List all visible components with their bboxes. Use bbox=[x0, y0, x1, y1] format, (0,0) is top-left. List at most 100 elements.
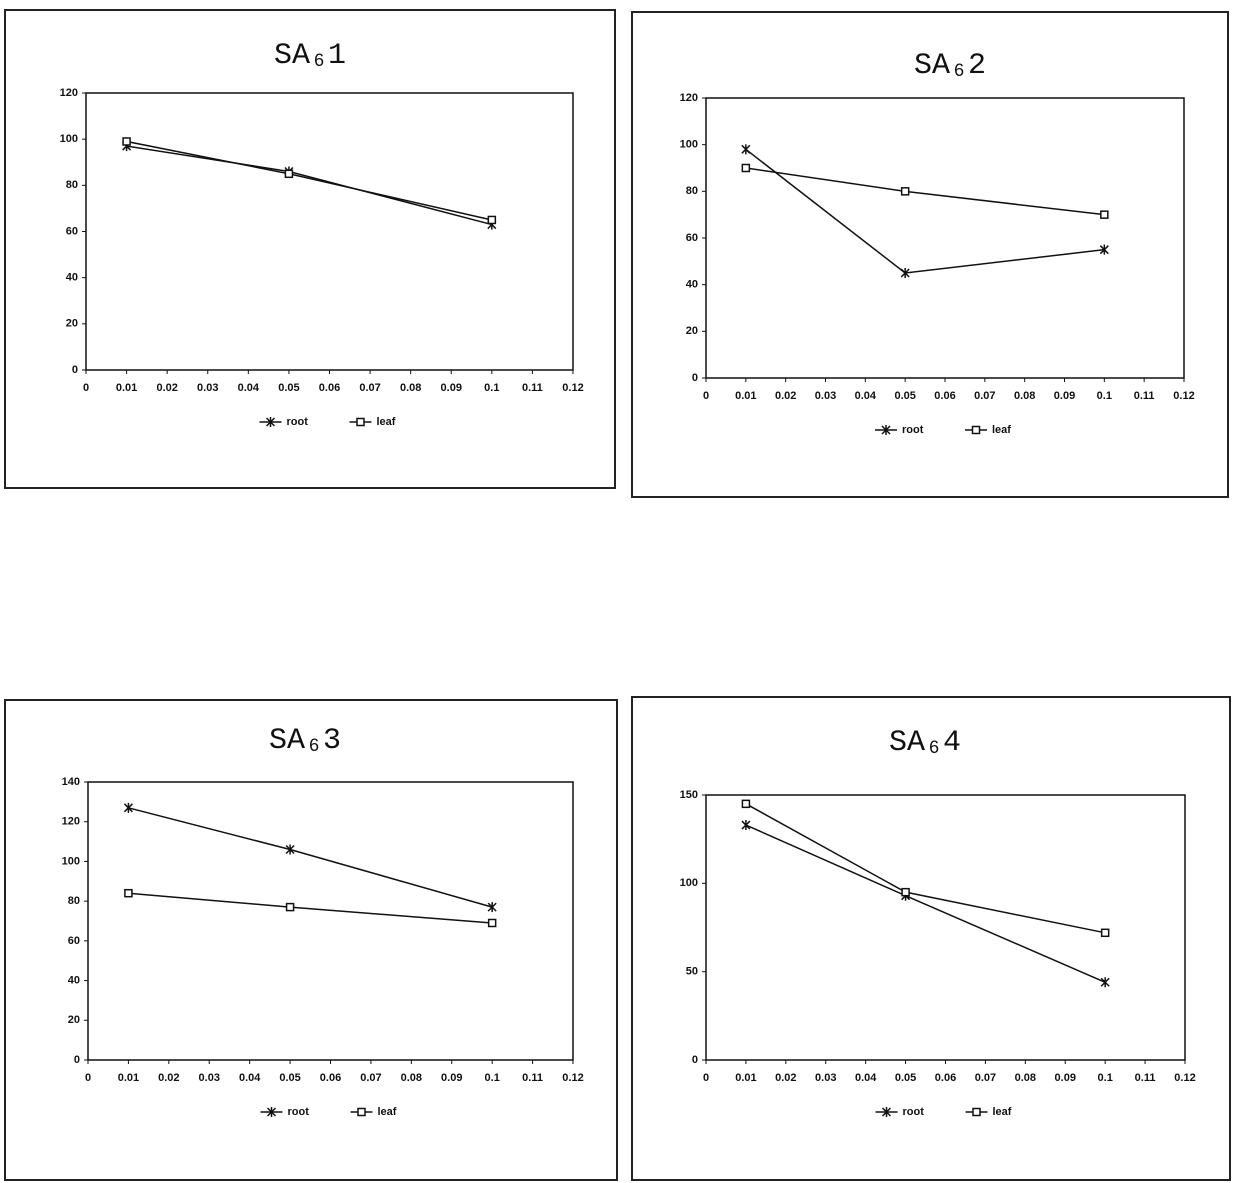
x-tick-label: 0 bbox=[703, 1072, 709, 1084]
marker-asterisk bbox=[742, 820, 750, 830]
x-tick-label: 0.08 bbox=[1014, 390, 1035, 402]
panel-frame bbox=[5, 10, 615, 488]
x-tick-label: 0.02 bbox=[158, 1072, 179, 1084]
x-tick-label: 0.06 bbox=[320, 1072, 341, 1084]
x-tick-label: 0.01 bbox=[118, 1072, 139, 1084]
marker-square bbox=[1102, 929, 1109, 936]
y-tick-label: 150 bbox=[680, 789, 698, 801]
x-tick-label: 0.11 bbox=[522, 1072, 543, 1084]
chart-title: SA₆3 bbox=[269, 724, 341, 758]
chart-title: SA₆2 bbox=[914, 49, 986, 83]
x-tick-label: 0.08 bbox=[1015, 1072, 1036, 1084]
y-tick-label: 40 bbox=[686, 279, 698, 291]
y-tick-label: 80 bbox=[686, 185, 698, 197]
legend-label: root bbox=[903, 1106, 925, 1118]
y-tick-label: 80 bbox=[66, 179, 78, 191]
x-tick-label: 0.04 bbox=[238, 382, 260, 394]
x-tick-label: 0.06 bbox=[935, 1072, 956, 1084]
figure: SA₆1 0 20 40 60 80 100 120 0 0.01 0.02 0.03 0.04 0.05… bbox=[0, 0, 1240, 1183]
x-tick-label: 0.1 bbox=[1097, 390, 1112, 402]
legend-label: root bbox=[287, 416, 309, 428]
series-line bbox=[127, 141, 492, 219]
y-tick-label: 120 bbox=[60, 87, 78, 99]
x-tick-label: 0.03 bbox=[197, 382, 218, 394]
marker-square bbox=[742, 800, 749, 807]
x-tick-label: 0.07 bbox=[359, 382, 380, 394]
marker-square bbox=[902, 889, 909, 896]
x-tick-label: 0.05 bbox=[279, 1072, 300, 1084]
y-tick-label: 100 bbox=[680, 877, 698, 889]
x-tick-label: 0.05 bbox=[278, 382, 299, 394]
legend-label: leaf bbox=[377, 416, 396, 428]
chart-title: SA₆1 bbox=[274, 39, 346, 73]
x-tick-label: 0.05 bbox=[894, 390, 915, 402]
marker-asterisk bbox=[742, 144, 750, 154]
chart-title: SA₆4 bbox=[889, 726, 961, 760]
legend-marker bbox=[357, 419, 364, 426]
x-tick-label: 0.11 bbox=[522, 382, 543, 394]
x-tick-label: 0.06 bbox=[319, 382, 340, 394]
y-tick-label: 140 bbox=[62, 776, 80, 788]
panel-frame bbox=[632, 12, 1228, 497]
x-tick-label: 0.01 bbox=[735, 390, 756, 402]
x-tick-label: 0.08 bbox=[401, 1072, 422, 1084]
panel-frame bbox=[5, 700, 617, 1180]
page: {"chart_data": [ {"type": "line", "title… bbox=[0, 0, 1240, 1183]
legend-label: leaf bbox=[378, 1106, 397, 1118]
x-tick-label: 0 bbox=[85, 1072, 91, 1084]
marker-square bbox=[488, 216, 495, 223]
marker-square bbox=[285, 170, 292, 177]
x-tick-label: 0.11 bbox=[1135, 1072, 1156, 1084]
legend-marker bbox=[358, 1109, 365, 1116]
series-line bbox=[746, 825, 1105, 982]
y-tick-label: 120 bbox=[680, 92, 698, 104]
x-tick-label: 0.09 bbox=[441, 1072, 462, 1084]
x-tick-label: 0.12 bbox=[1173, 390, 1194, 402]
x-tick-label: 0.01 bbox=[735, 1072, 756, 1084]
y-tick-label: 100 bbox=[60, 133, 78, 145]
x-tick-label: 0.02 bbox=[775, 390, 796, 402]
y-tick-label: 60 bbox=[686, 232, 698, 244]
x-tick-label: 0.06 bbox=[934, 390, 955, 402]
chart-panel: SA₆302040608010012014000.010.020.030.040… bbox=[5, 700, 617, 1180]
chart-panel: SA₆102040608010012000.010.020.030.040.05… bbox=[5, 10, 615, 488]
plot-area bbox=[86, 93, 573, 370]
x-tick-label: 0.07 bbox=[974, 390, 995, 402]
x-tick-label: 0.09 bbox=[1054, 390, 1075, 402]
x-tick-label: 0.12 bbox=[562, 382, 583, 394]
x-tick-label: 0.01 bbox=[116, 382, 137, 394]
legend-label: leaf bbox=[992, 424, 1011, 436]
marker-square bbox=[287, 904, 294, 911]
panel-frame bbox=[632, 697, 1230, 1180]
x-tick-label: 0.03 bbox=[199, 1072, 220, 1084]
x-tick-label: 0.1 bbox=[484, 382, 499, 394]
series-line bbox=[128, 808, 492, 907]
marker-square bbox=[489, 919, 496, 926]
marker-asterisk bbox=[1101, 977, 1109, 987]
x-tick-label: 0.02 bbox=[775, 1072, 796, 1084]
legend-label: root bbox=[288, 1106, 310, 1118]
y-tick-label: 20 bbox=[686, 325, 698, 337]
x-tick-label: 0 bbox=[83, 382, 89, 394]
y-tick-label: 20 bbox=[66, 318, 78, 330]
y-tick-label: 80 bbox=[68, 895, 80, 907]
plot-area bbox=[706, 795, 1185, 1060]
x-tick-label: 0.09 bbox=[1055, 1072, 1076, 1084]
x-tick-label: 0 bbox=[703, 390, 709, 402]
marker-asterisk bbox=[488, 902, 496, 912]
x-tick-label: 0.11 bbox=[1134, 390, 1155, 402]
legend-label: root bbox=[902, 424, 924, 436]
legend-marker bbox=[973, 1109, 980, 1116]
x-tick-label: 0.05 bbox=[895, 1072, 916, 1084]
x-tick-label: 0.07 bbox=[975, 1072, 996, 1084]
x-tick-label: 0.02 bbox=[156, 382, 177, 394]
plot-area bbox=[88, 782, 573, 1060]
series-line bbox=[746, 804, 1105, 933]
marker-square bbox=[902, 188, 909, 195]
x-tick-label: 0.12 bbox=[562, 1072, 583, 1084]
legend-marker bbox=[973, 427, 980, 434]
marker-square bbox=[742, 165, 749, 172]
y-tick-label: 0 bbox=[72, 364, 78, 376]
marker-square bbox=[1101, 211, 1108, 218]
